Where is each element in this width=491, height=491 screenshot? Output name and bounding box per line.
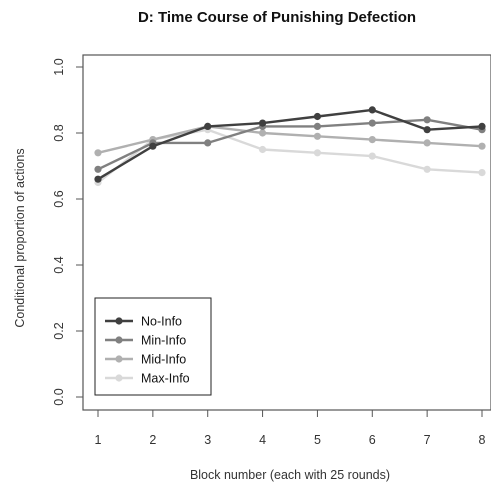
data-point-mid-info <box>313 132 322 140</box>
data-point-no-info <box>258 119 267 127</box>
data-point-min-info <box>368 119 376 127</box>
chart-title: D: Time Course of Punishing Defection <box>138 9 416 26</box>
data-point-mid-info <box>258 129 267 137</box>
y-axis-label: Conditional proportion of actions <box>13 148 27 327</box>
legend-marker <box>115 336 123 344</box>
data-point-no-info <box>313 112 322 121</box>
legend: No-Info Min-Info Mid-Info Max-Info <box>94 297 212 396</box>
data-point-mid-info <box>94 149 102 157</box>
x-tick-label: 8 <box>479 433 486 447</box>
data-point-no-info <box>204 122 212 130</box>
data-point-max-info <box>313 149 322 157</box>
x-tick-label: 5 <box>314 433 321 447</box>
data-point-min-info <box>204 139 212 147</box>
series-line-no-info <box>97 108 483 181</box>
data-point-min-info <box>94 165 102 173</box>
data-point-max-info <box>258 145 267 154</box>
y-tick-label: 0.4 <box>52 256 66 273</box>
y-tick-label: 0.6 <box>52 190 66 207</box>
plot-frame <box>82 54 491 411</box>
x-tick-label: 4 <box>259 433 266 447</box>
data-point-max-info <box>368 152 376 160</box>
y-tick-label: 1.0 <box>52 58 66 75</box>
data-point-no-info <box>149 142 157 150</box>
data-point-mid-info <box>423 139 431 147</box>
x-axis-label: Block number (each with 25 rounds) <box>190 468 390 482</box>
data-point-min-info <box>423 116 431 124</box>
y-tick-label: 0.2 <box>52 322 66 339</box>
series-layer <box>94 106 486 187</box>
legend-marker <box>115 374 123 382</box>
x-tick-label: 6 <box>369 433 376 447</box>
x-tick-label: 1 <box>95 433 102 447</box>
data-point-min-info <box>313 122 322 130</box>
y-tick-label: 0.0 <box>52 388 66 405</box>
legend-label: Max-Info <box>141 372 190 386</box>
x-axis: 1 2 3 4 5 6 7 8 <box>95 410 486 447</box>
legend-label: Min-Info <box>141 334 186 348</box>
y-tick-label: 0.8 <box>52 124 66 141</box>
data-point-no-info <box>368 106 376 114</box>
data-point-mid-info <box>368 136 376 144</box>
legend-label: Mid-Info <box>141 353 186 367</box>
legend-marker <box>115 355 123 363</box>
x-tick-label: 3 <box>204 433 211 447</box>
data-point-no-info <box>478 122 486 130</box>
x-tick-label: 7 <box>424 433 431 447</box>
series-line-mid-info <box>97 125 483 154</box>
legend-label: No-Info <box>141 315 182 329</box>
data-point-no-info <box>94 175 102 183</box>
data-point-max-info <box>423 165 431 173</box>
data-point-max-info <box>478 169 486 177</box>
data-point-no-info <box>423 126 431 134</box>
legend-marker <box>115 317 123 325</box>
y-axis: 0.0 0.2 0.4 0.6 0.8 1.0 <box>52 58 83 406</box>
data-point-mid-info <box>478 142 486 150</box>
x-tick-label: 2 <box>149 433 156 447</box>
